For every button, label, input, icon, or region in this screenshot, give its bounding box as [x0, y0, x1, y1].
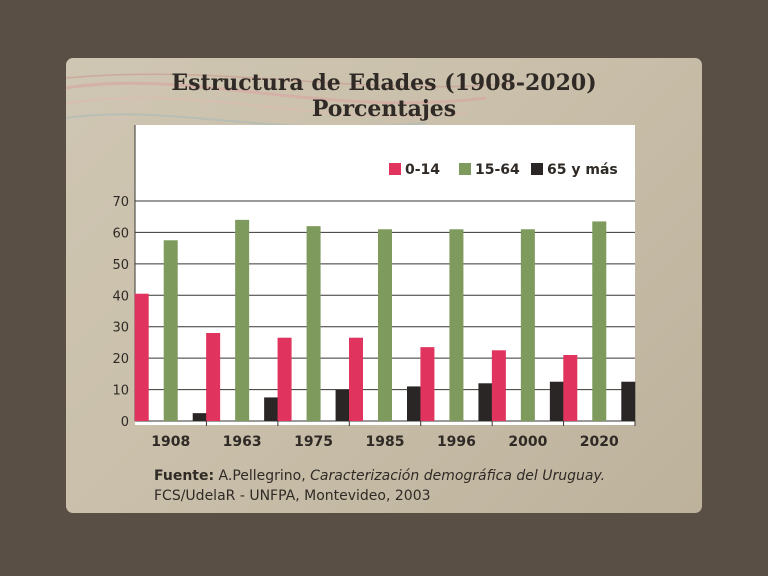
y-tick-label: 70: [112, 195, 129, 210]
y-tick-label: 60: [112, 226, 129, 241]
bar: [420, 347, 435, 421]
x-tick-label: 1963: [223, 434, 262, 450]
bar: [478, 383, 493, 421]
source-publisher: FCS/UdelaR - UNFPA, Montevideo, 2003: [154, 488, 431, 504]
source-author: A.Pellegrino,: [218, 468, 306, 484]
x-tick-label: 2020: [580, 434, 619, 450]
x-tick-label: 1985: [366, 434, 405, 450]
bar: [235, 219, 250, 421]
bar: [491, 350, 506, 421]
bar: [449, 229, 464, 421]
source-label: Fuente:: [154, 468, 215, 484]
decorative-swoosh: [66, 73, 517, 128]
bar: [563, 355, 578, 421]
y-tick-label: 20: [112, 352, 129, 367]
bar: [349, 337, 363, 421]
bar: [621, 381, 636, 421]
bar-chart: 0 10 20 30 40 50 60 70 1908 1963 1975 1985 1996 2000 2…: [112, 125, 636, 450]
chart-card: Estructura de Edades (1908-2020) Porcent…: [66, 58, 702, 513]
chart-subtitle: Porcentajes: [311, 96, 457, 122]
bar: [277, 337, 292, 421]
legend-label: 15-64: [475, 162, 520, 178]
source-note: Fuente: A.Pellegrino, Caracterización de…: [154, 466, 694, 506]
bar: [264, 397, 279, 421]
legend-label: 65 y más: [547, 162, 618, 178]
y-tick-label: 10: [112, 384, 129, 399]
x-tick-label: 1908: [151, 434, 190, 450]
legend-swatch: [389, 163, 401, 175]
bar: [306, 226, 321, 421]
legend-label: 0-14: [405, 162, 440, 178]
source-work: Caracterización demográfica del Uruguay.: [310, 468, 606, 484]
bar: [378, 229, 392, 421]
x-tick-label: 2000: [508, 434, 547, 450]
bar: [407, 386, 421, 421]
bar: [163, 240, 178, 421]
legend-swatch: [459, 163, 471, 175]
bar: [592, 221, 607, 421]
y-tick-label: 30: [112, 321, 129, 336]
y-tick-label: 40: [112, 289, 129, 304]
y-tick-label: 50: [112, 258, 129, 273]
bar: [549, 381, 564, 421]
bar: [520, 229, 535, 421]
x-tick-label: 1975: [294, 434, 333, 450]
bar: [335, 389, 350, 421]
bar: [134, 293, 149, 421]
chart-title: Estructura de Edades (1908-2020): [171, 70, 597, 96]
y-tick-label: 0: [121, 415, 129, 430]
x-tick-label: 1996: [437, 434, 476, 450]
bar: [192, 413, 207, 421]
legend-swatch: [531, 163, 543, 175]
bar: [206, 333, 221, 421]
